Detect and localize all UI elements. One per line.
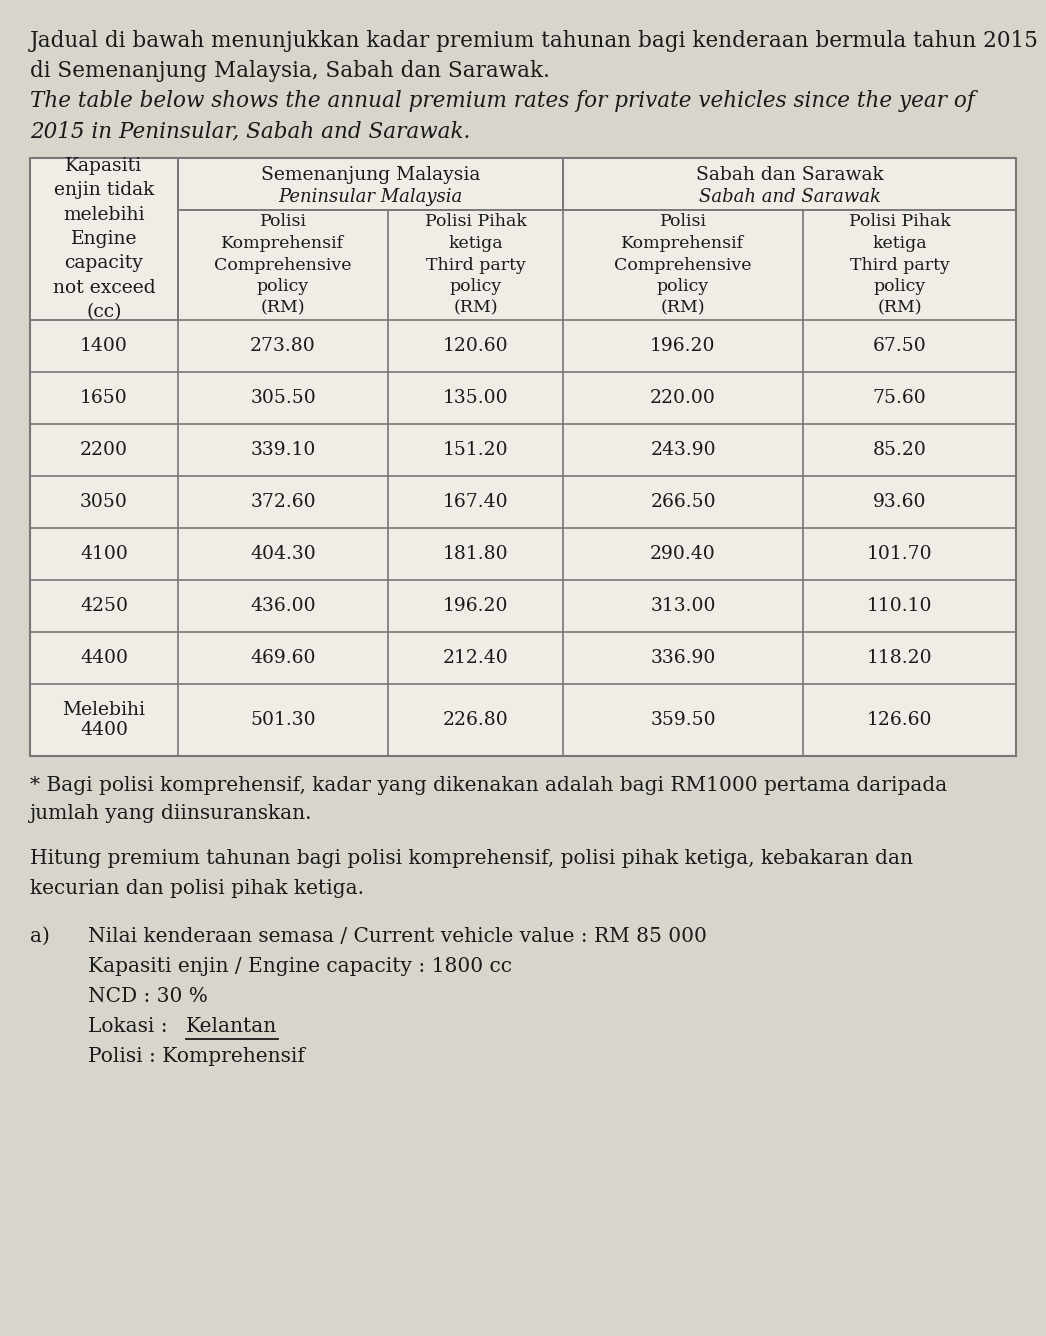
Text: 266.50: 266.50 (651, 493, 715, 510)
Text: 404.30: 404.30 (250, 545, 316, 562)
Text: Melebihi
4400: Melebihi 4400 (63, 700, 145, 739)
Text: 243.90: 243.90 (651, 441, 715, 460)
Text: Kelantan: Kelantan (186, 1017, 277, 1035)
Text: 135.00: 135.00 (442, 389, 508, 407)
Text: 372.60: 372.60 (250, 493, 316, 510)
Bar (179, 159, 562, 208)
Text: 339.10: 339.10 (250, 441, 316, 460)
Text: 4250: 4250 (79, 597, 128, 615)
Text: kecurian dan polisi pihak ketiga.: kecurian dan polisi pihak ketiga. (30, 879, 364, 898)
Text: 501.30: 501.30 (250, 711, 316, 729)
Text: * Bagi polisi komprehensif, kadar yang dikenakan adalah bagi RM1000 pertama dari: * Bagi polisi komprehensif, kadar yang d… (30, 776, 948, 795)
Text: 4400: 4400 (79, 649, 128, 667)
Text: Peninsular Malaysia: Peninsular Malaysia (278, 188, 462, 206)
Text: 469.60: 469.60 (250, 649, 316, 667)
Text: a): a) (30, 927, 50, 946)
Bar (564, 159, 995, 208)
Text: 85.20: 85.20 (872, 441, 927, 460)
Text: Kapasiti
enjin tidak
melebihi
Engine
capacity
not exceed
(cc): Kapasiti enjin tidak melebihi Engine cap… (52, 158, 155, 321)
Text: Lokasi :: Lokasi : (88, 1017, 174, 1035)
Text: 305.50: 305.50 (250, 389, 316, 407)
Text: 196.20: 196.20 (442, 597, 508, 615)
Text: 3050: 3050 (81, 493, 128, 510)
Text: 151.20: 151.20 (442, 441, 508, 460)
Text: 118.20: 118.20 (867, 649, 932, 667)
Text: Polisi Pihak
ketiga
Third party
policy
(RM): Polisi Pihak ketiga Third party policy (… (425, 214, 526, 317)
Text: di Semenanjung Malaysia, Sabah dan Sarawak.: di Semenanjung Malaysia, Sabah dan Saraw… (30, 60, 550, 81)
Text: NCD : 30 %: NCD : 30 % (88, 987, 208, 1006)
Text: Polisi Pihak
ketiga
Third party
policy
(RM): Polisi Pihak ketiga Third party policy (… (848, 214, 951, 317)
Text: 67.50: 67.50 (872, 337, 927, 355)
Text: 2200: 2200 (79, 441, 128, 460)
Text: 101.70: 101.70 (867, 545, 932, 562)
Text: Sabah and Sarawak: Sabah and Sarawak (699, 188, 881, 206)
Text: 110.10: 110.10 (867, 597, 932, 615)
Text: 436.00: 436.00 (250, 597, 316, 615)
Text: 4100: 4100 (81, 545, 128, 562)
Text: Jadual di bawah menunjukkan kadar premium tahunan bagi kenderaan bermula tahun 2: Jadual di bawah menunjukkan kadar premiu… (30, 29, 1039, 52)
Text: Hitung premium tahunan bagi polisi komprehensif, polisi pihak ketiga, kebakaran : Hitung premium tahunan bagi polisi kompr… (30, 848, 913, 868)
Text: 226.80: 226.80 (442, 711, 508, 729)
Text: The table below shows the annual premium rates for private vehicles since the ye: The table below shows the annual premium… (30, 90, 975, 112)
Text: Sabah dan Sarawak: Sabah dan Sarawak (696, 166, 884, 184)
Text: 2015 in Peninsular, Sabah and Sarawak.: 2015 in Peninsular, Sabah and Sarawak. (30, 120, 471, 142)
Text: 290.40: 290.40 (651, 545, 715, 562)
Text: 120.60: 120.60 (442, 337, 508, 355)
Text: 126.60: 126.60 (867, 711, 932, 729)
Text: Polisi
Komprehensif
Comprehensive
policy
(RM): Polisi Komprehensif Comprehensive policy… (214, 214, 351, 317)
Text: 273.80: 273.80 (250, 337, 316, 355)
Text: 196.20: 196.20 (651, 337, 715, 355)
Text: 1400: 1400 (81, 337, 128, 355)
Text: 93.60: 93.60 (872, 493, 927, 510)
Text: Kapasiti enjin / Engine capacity : 1800 cc: Kapasiti enjin / Engine capacity : 1800 … (88, 957, 511, 977)
Text: Polisi : Komprehensif: Polisi : Komprehensif (88, 1047, 304, 1066)
Text: 181.80: 181.80 (442, 545, 508, 562)
Text: Semenanjung Malaysia: Semenanjung Malaysia (260, 166, 480, 184)
Text: 212.40: 212.40 (442, 649, 508, 667)
Text: 220.00: 220.00 (650, 389, 715, 407)
Text: 75.60: 75.60 (872, 389, 927, 407)
Bar (31, 159, 177, 319)
Text: 167.40: 167.40 (442, 493, 508, 510)
Text: jumlah yang diinsuranskan.: jumlah yang diinsuranskan. (30, 804, 313, 823)
Text: Nilai kenderaan semasa / Current vehicle value : RM 85 000: Nilai kenderaan semasa / Current vehicle… (88, 927, 707, 946)
Text: 1650: 1650 (81, 389, 128, 407)
Text: 359.50: 359.50 (651, 711, 715, 729)
Text: 336.90: 336.90 (651, 649, 715, 667)
Bar (30, 158, 1016, 756)
Text: 313.00: 313.00 (651, 597, 715, 615)
Text: Polisi
Komprehensif
Comprehensive
policy
(RM): Polisi Komprehensif Comprehensive policy… (614, 214, 752, 317)
